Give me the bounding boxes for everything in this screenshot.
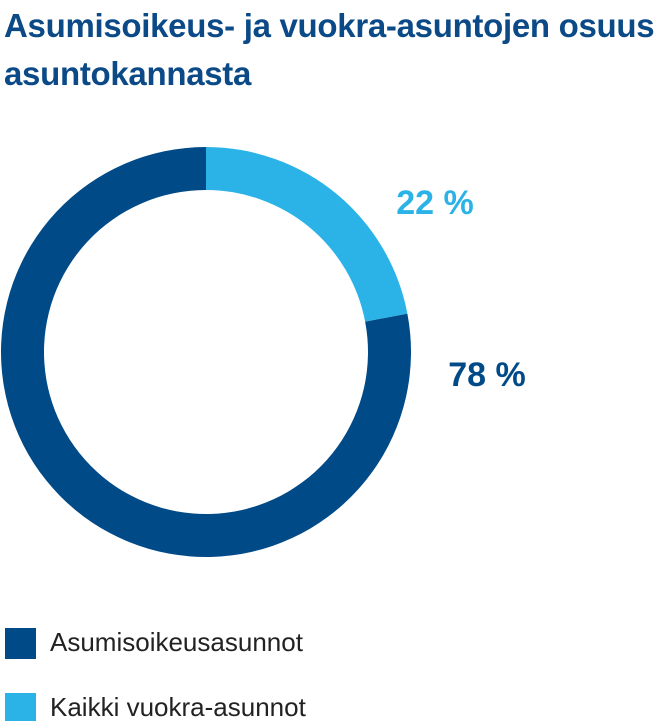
- donut-segment: [206, 147, 408, 322]
- legend-label: Asumisoikeusasunnot: [50, 627, 304, 657]
- chart-title: Asumisoikeus- ja vuokra-asuntojen osuus …: [4, 7, 655, 92]
- legend-swatch: [5, 693, 36, 721]
- value-label: 78 %: [448, 356, 526, 394]
- value-label: 22 %: [396, 184, 474, 222]
- legend-label: Kaikki vuokra-asunnot: [50, 692, 307, 721]
- legend-swatch: [5, 628, 36, 659]
